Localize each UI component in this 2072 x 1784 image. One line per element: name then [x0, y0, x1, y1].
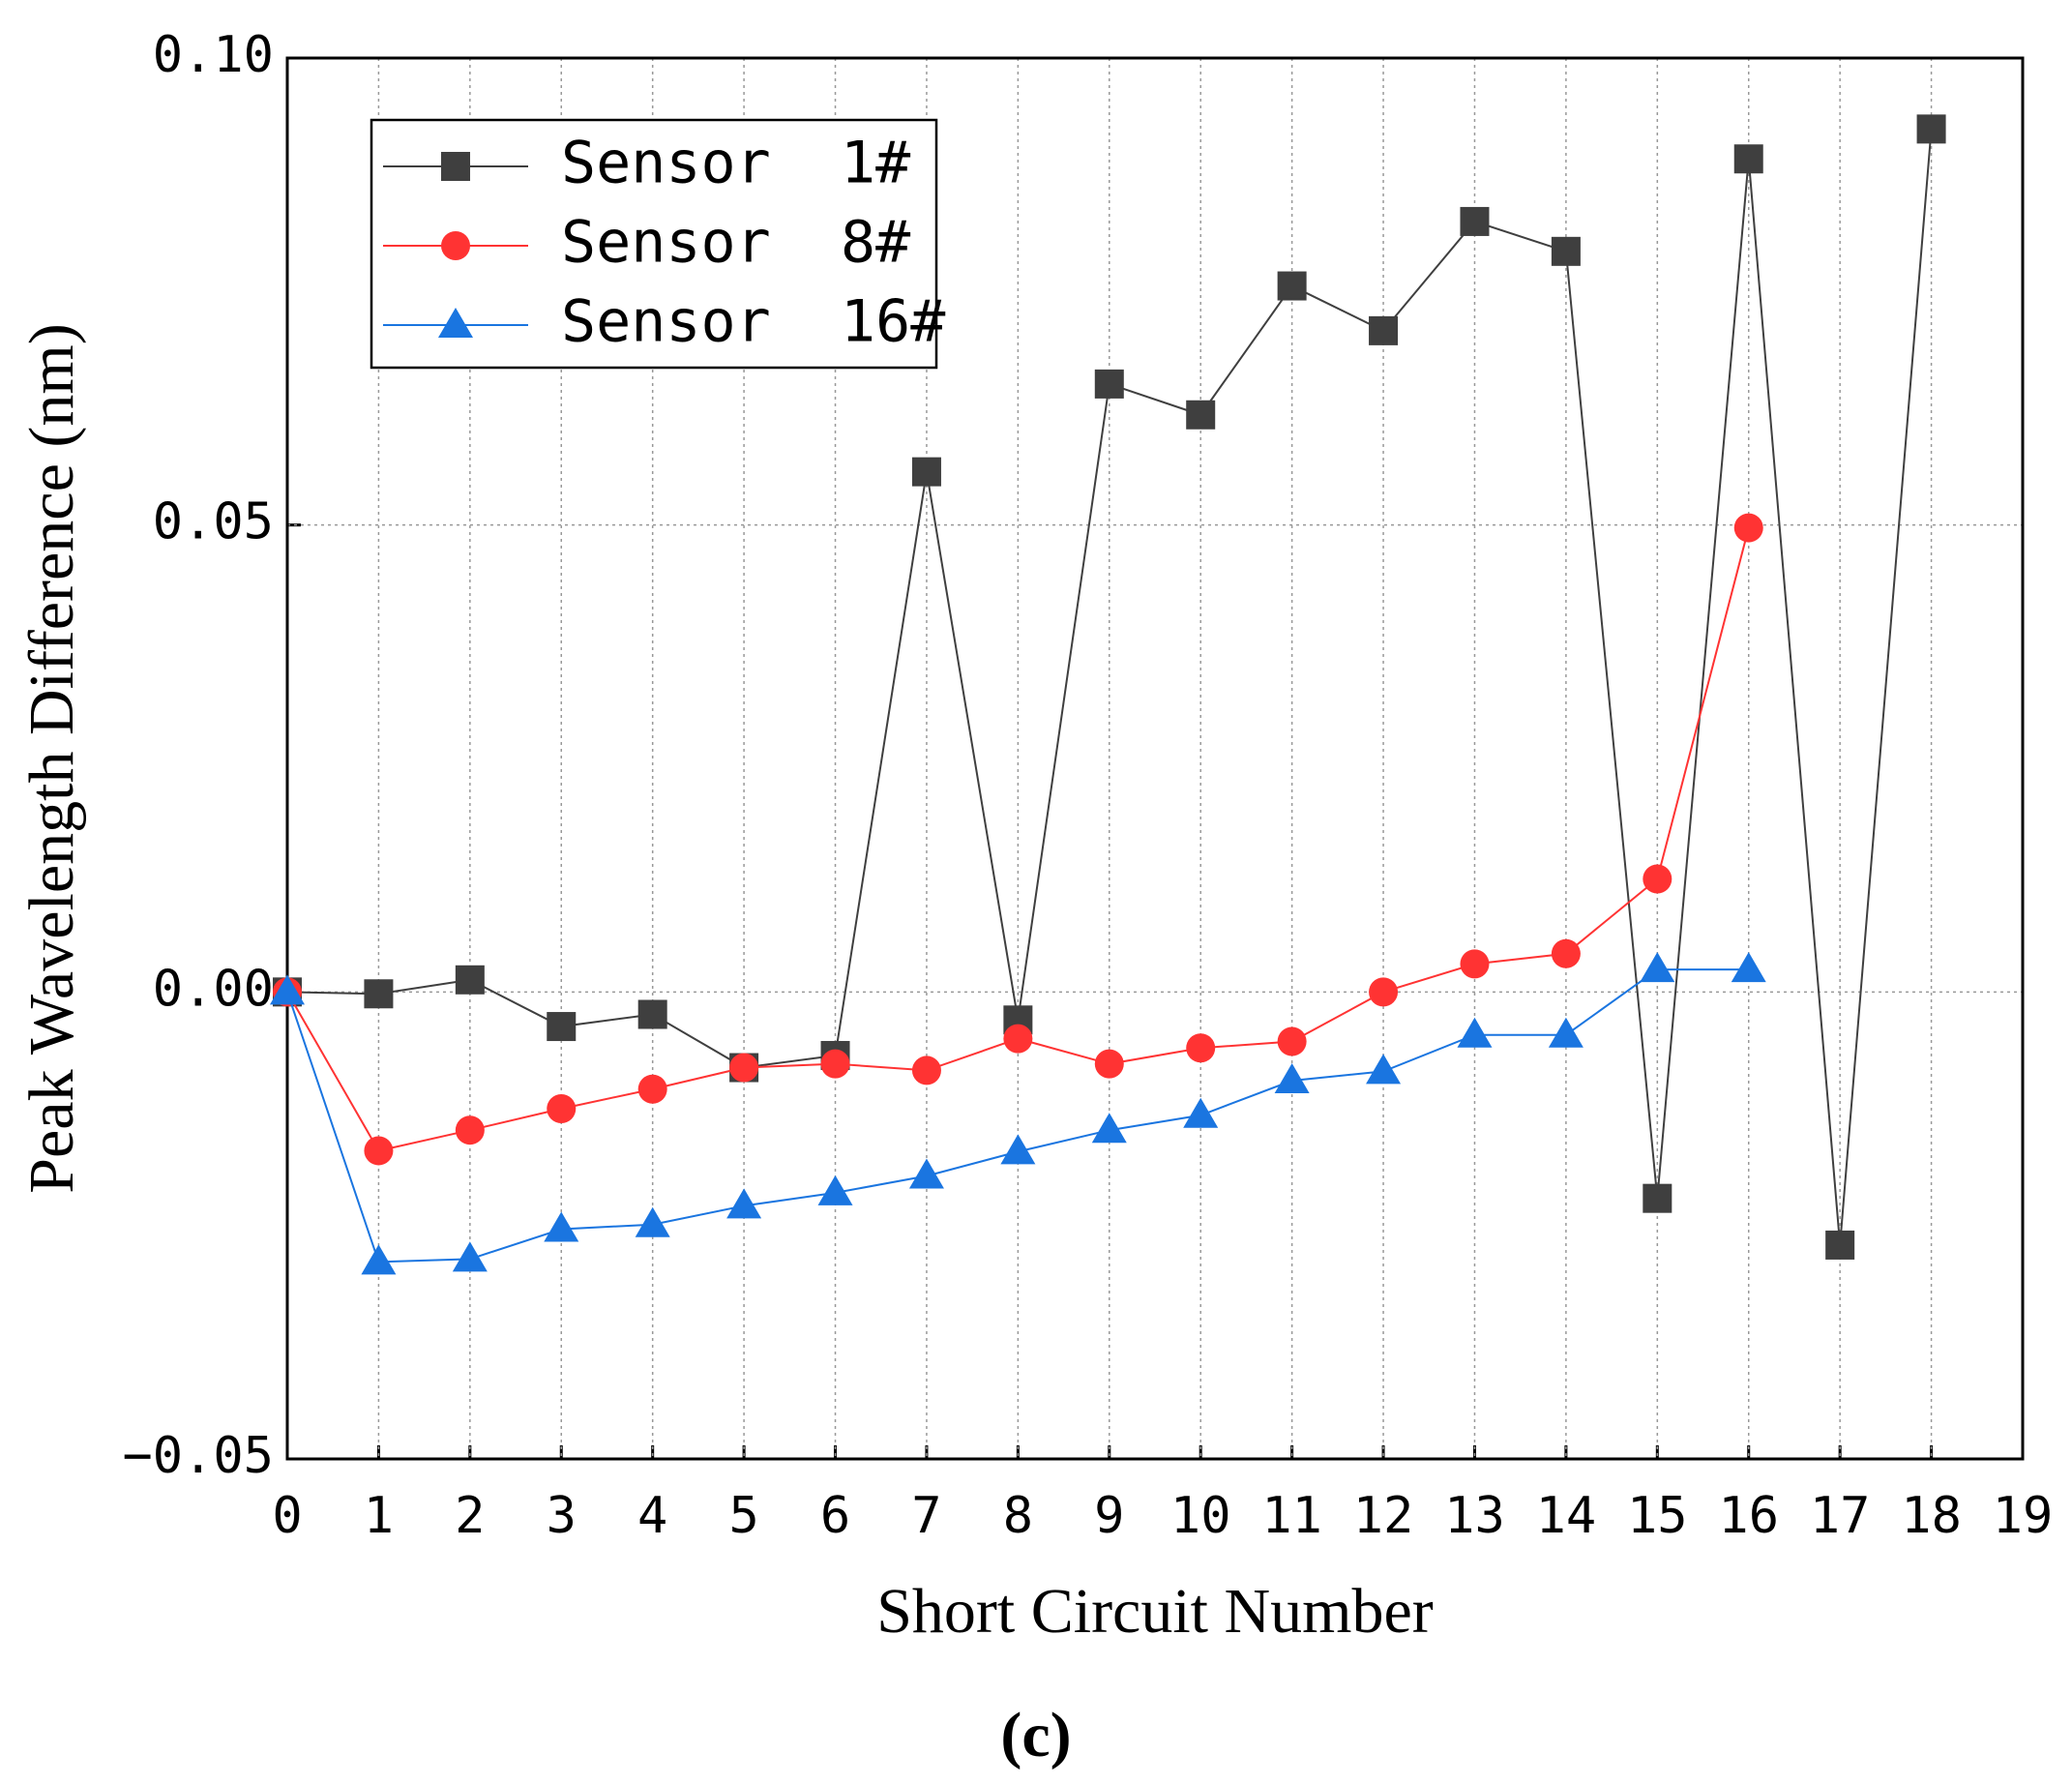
x-tick-label: 11 — [1261, 1487, 1322, 1545]
marker — [637, 999, 667, 1029]
marker — [1183, 1097, 1219, 1128]
marker — [1731, 952, 1766, 983]
marker — [1274, 1063, 1310, 1094]
marker — [1643, 1183, 1672, 1213]
caption: (c) — [1000, 1700, 1071, 1770]
y-axis-title: Peak Wavelength Difference (nm) — [16, 323, 87, 1193]
x-tick-label: 10 — [1170, 1487, 1231, 1545]
marker — [1916, 114, 1946, 144]
x-tick-label: 9 — [1094, 1487, 1124, 1545]
marker — [637, 1074, 667, 1104]
marker — [1643, 864, 1672, 894]
marker — [364, 1136, 394, 1166]
marker — [1733, 144, 1763, 174]
x-tick-label: 15 — [1627, 1487, 1688, 1545]
marker — [1000, 1134, 1036, 1165]
marker — [547, 1094, 577, 1123]
marker — [544, 1211, 579, 1242]
x-tick-label: 3 — [547, 1487, 577, 1545]
marker — [1277, 1026, 1307, 1056]
marker — [726, 1188, 762, 1219]
marker — [438, 308, 473, 338]
marker — [1366, 1054, 1402, 1085]
marker — [270, 974, 305, 1005]
marker — [1277, 271, 1307, 301]
marker — [729, 1053, 759, 1083]
x-tick-label: 4 — [637, 1487, 667, 1545]
marker — [911, 1056, 941, 1085]
marker — [441, 152, 470, 181]
marker — [1825, 1230, 1855, 1260]
marker — [1733, 513, 1763, 543]
legend: Sensor 1# Sensor 8# Sensor 16# — [370, 118, 945, 370]
marker — [1186, 400, 1216, 430]
legend-label: Sensor 1# — [561, 130, 910, 197]
x-tick-label: 8 — [1003, 1487, 1033, 1545]
marker — [1640, 952, 1675, 983]
legend-label: Sensor 8# — [561, 209, 910, 277]
plot-frame — [285, 56, 2025, 1461]
x-tick-label: 19 — [1993, 1487, 2054, 1545]
marker — [911, 457, 941, 487]
marker — [1186, 1033, 1216, 1063]
marker — [1457, 1017, 1493, 1048]
x-tick-label: 6 — [820, 1487, 850, 1545]
y-tick-label: 0.10 — [153, 26, 274, 84]
y-tick-label: 0.00 — [153, 960, 274, 1018]
marker — [455, 1115, 485, 1145]
marker — [1460, 949, 1490, 979]
x-tick-label: 14 — [1536, 1487, 1597, 1545]
marker — [1460, 206, 1490, 236]
marker — [817, 1174, 853, 1205]
marker — [547, 1012, 577, 1042]
marker — [820, 1049, 850, 1079]
marker — [452, 1241, 488, 1272]
x-tick-label: 17 — [1810, 1487, 1871, 1545]
x-tick-label: 7 — [911, 1487, 941, 1545]
marker — [361, 1244, 397, 1275]
y-tick-label: −0.05 — [122, 1427, 274, 1485]
x-tick-label: 18 — [1901, 1487, 1962, 1545]
x-tick-label: 0 — [272, 1487, 302, 1545]
x-tick-label: 12 — [1353, 1487, 1414, 1545]
marker — [364, 979, 394, 1009]
y-tick-label: 0.05 — [153, 493, 274, 551]
marker — [1003, 1024, 1033, 1054]
marker — [1551, 236, 1581, 266]
x-tick-label: 1 — [364, 1487, 394, 1545]
marker — [455, 965, 485, 995]
marker — [441, 231, 470, 260]
marker — [635, 1206, 670, 1237]
x-tick-label: 2 — [455, 1487, 485, 1545]
marker — [1094, 1049, 1124, 1079]
x-axis-title: Short Circuit Number — [876, 1576, 1434, 1647]
x-tick-label: 5 — [728, 1487, 758, 1545]
marker — [1094, 369, 1124, 399]
marker — [1548, 1017, 1584, 1048]
marker — [1091, 1113, 1127, 1144]
legend-label: Sensor 16# — [561, 288, 945, 356]
marker — [1551, 938, 1581, 968]
marker — [1369, 315, 1399, 345]
x-tick-label: 16 — [1718, 1487, 1779, 1545]
x-tick-label: 13 — [1444, 1487, 1505, 1545]
marker — [1369, 977, 1399, 1007]
marker — [908, 1158, 944, 1189]
